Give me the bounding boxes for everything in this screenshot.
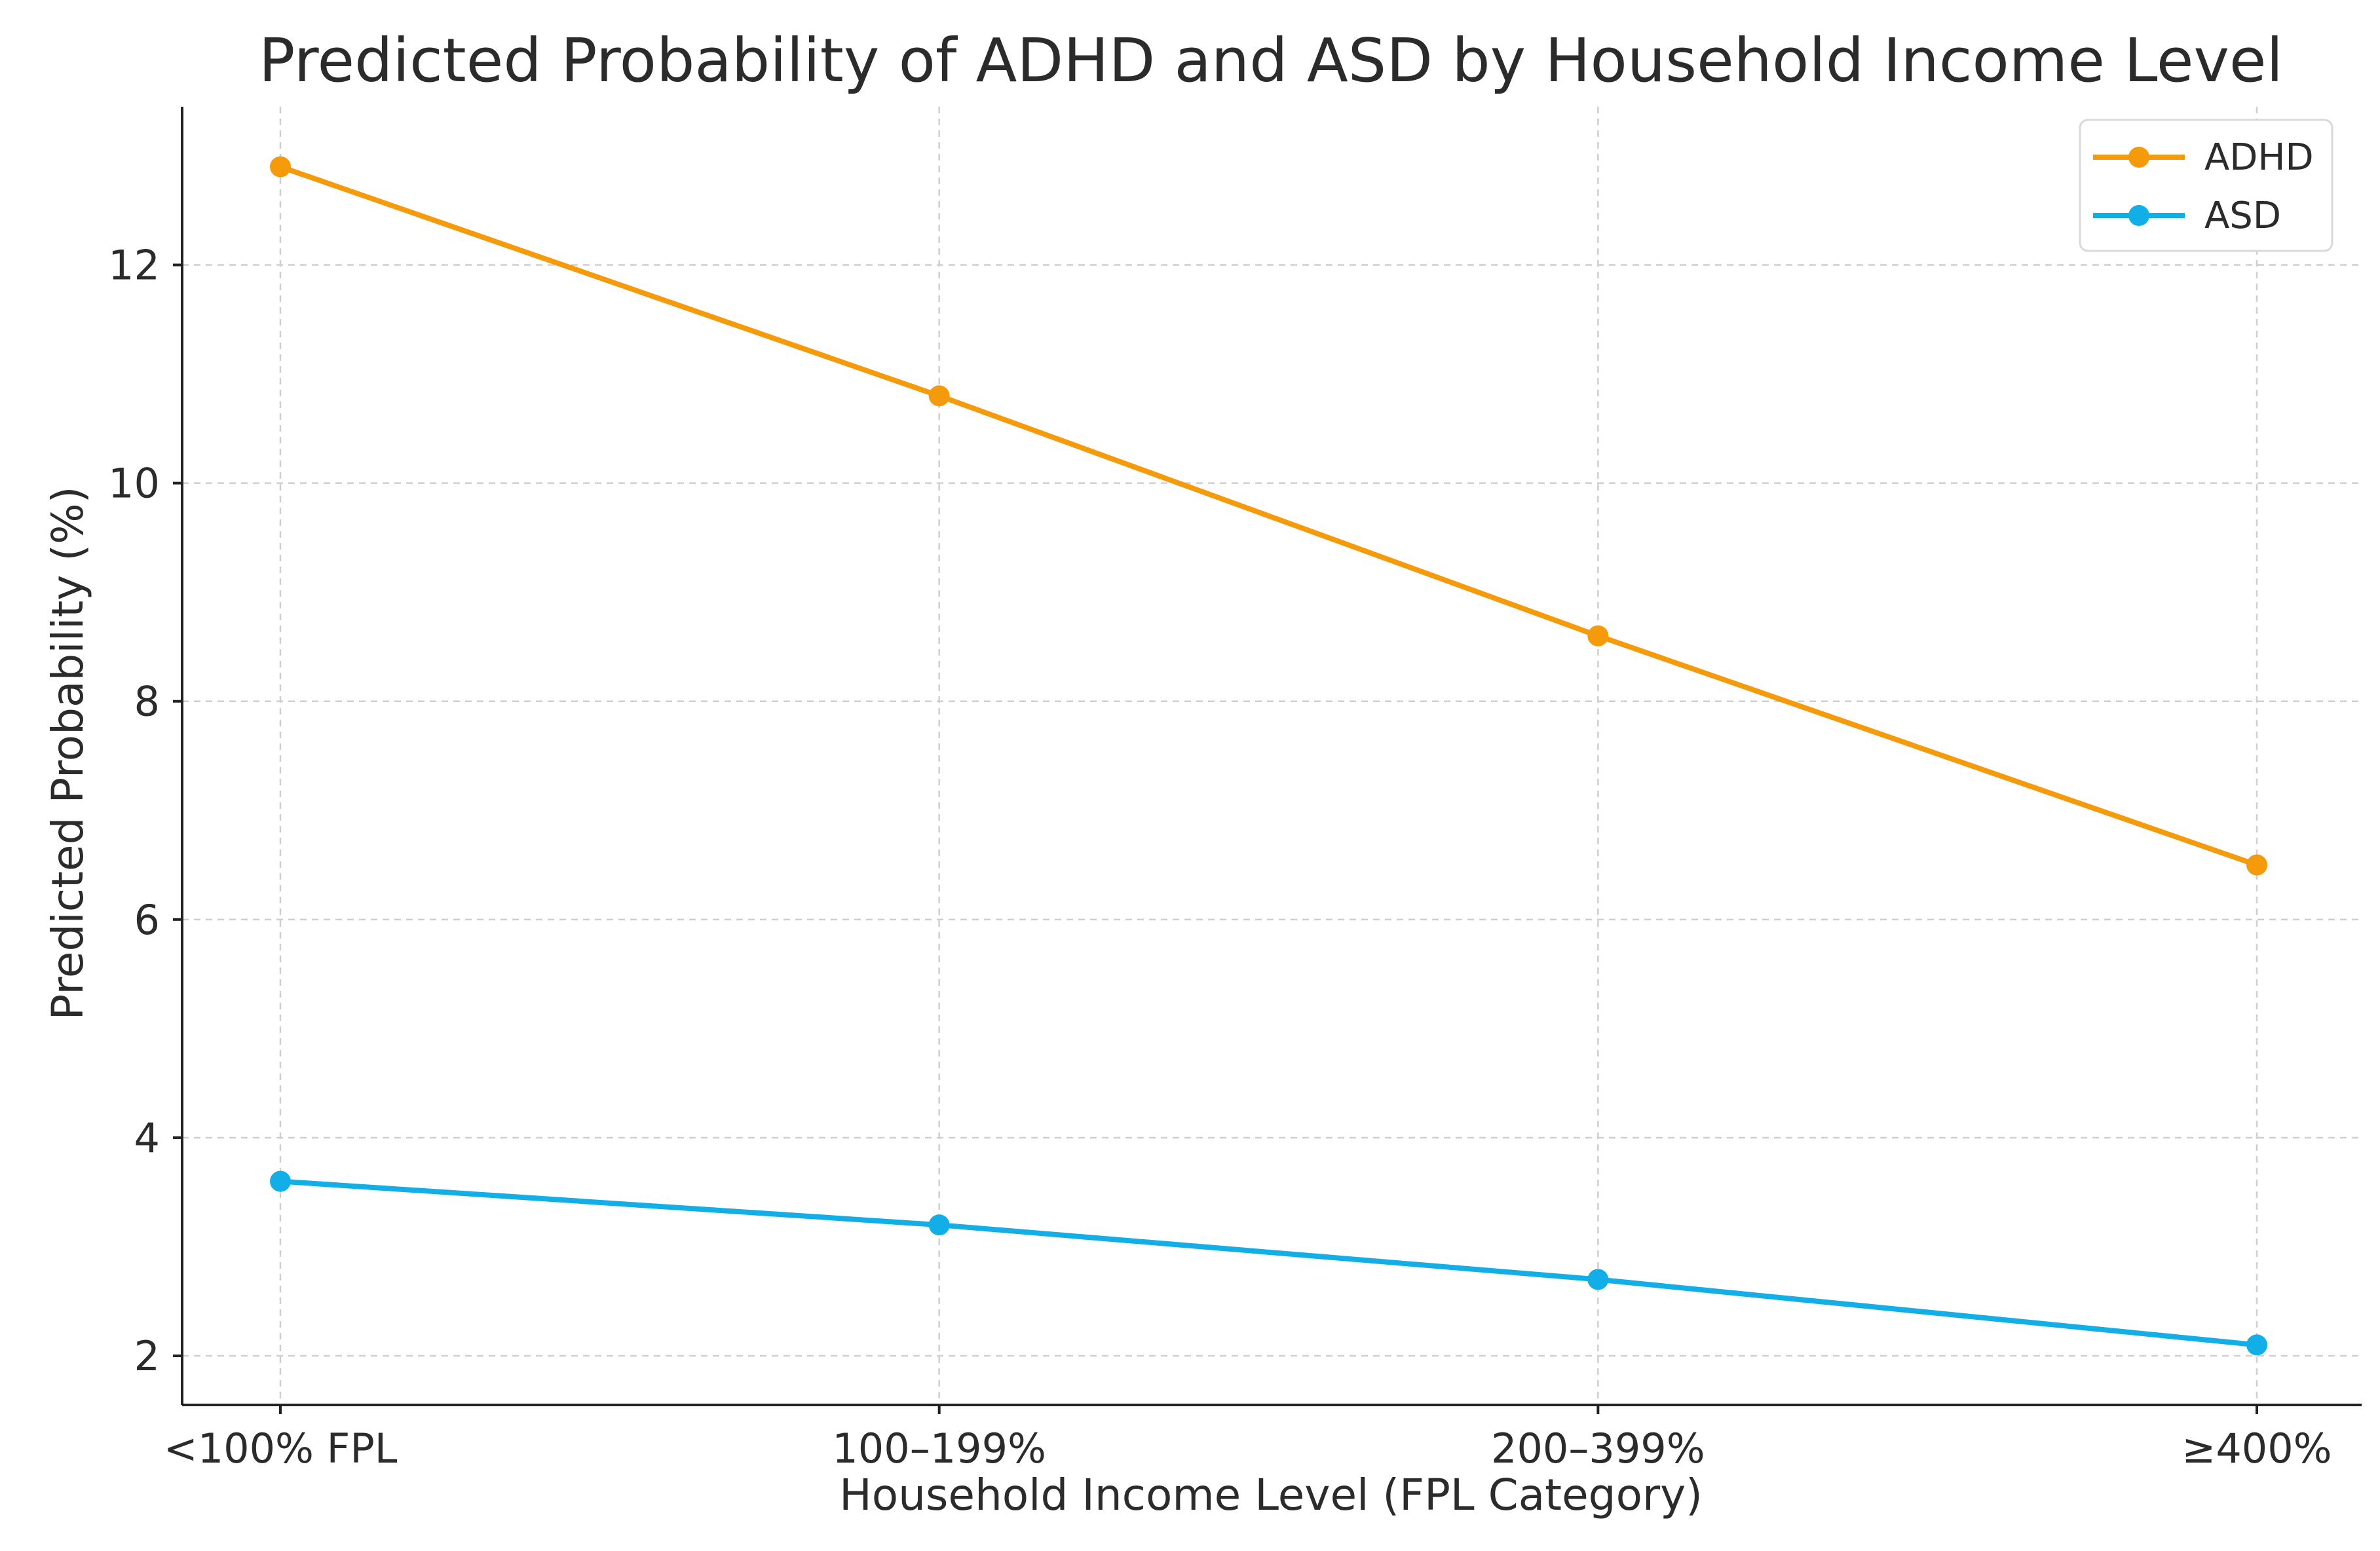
asd-data-point bbox=[270, 1170, 291, 1192]
x-tick-label: ≥400% bbox=[2182, 1425, 2332, 1472]
series-layer bbox=[270, 156, 2267, 1356]
adhd-series-line bbox=[278, 164, 2259, 868]
ticks-layer: 2 4 6 8 10 12 <100% FPL 100–199% 200–399% ≥400% bbox=[108, 242, 2332, 1472]
asd-data-point bbox=[2246, 1334, 2267, 1356]
y-tick-label: 2 bbox=[134, 1332, 160, 1380]
legend-adhd-marker bbox=[2128, 147, 2149, 168]
y-tick-label: 10 bbox=[108, 460, 160, 508]
x-tick-label: 200–399% bbox=[1491, 1425, 1705, 1472]
y-axis-label: Predicted Probability (%) bbox=[43, 487, 93, 1020]
x-axis-label: Household Income Level (FPL Category) bbox=[839, 1470, 1703, 1520]
y-tick-label: 6 bbox=[134, 896, 160, 944]
asd-data-point bbox=[1587, 1269, 1609, 1290]
adhd-data-point bbox=[2246, 854, 2267, 876]
adhd-data-point bbox=[1587, 625, 1609, 646]
chart-title: Predicted Probability of ADHD and ASD by… bbox=[259, 26, 2283, 96]
legend-asd-label: ASD bbox=[2204, 195, 2281, 237]
legend-asd-marker bbox=[2128, 205, 2149, 226]
x-tick-label: <100% FPL bbox=[164, 1425, 398, 1472]
legend-adhd-label: ADHD bbox=[2204, 136, 2314, 179]
y-tick-label: 8 bbox=[134, 678, 160, 726]
legend: ADHD ASD bbox=[2079, 119, 2333, 252]
asd-data-point bbox=[928, 1214, 950, 1236]
asd-series-line bbox=[278, 1178, 2259, 1348]
grid-layer bbox=[182, 107, 2362, 1405]
y-tick-label: 12 bbox=[108, 242, 160, 290]
adhd-data-point bbox=[928, 385, 950, 407]
x-tick-label: 100–199% bbox=[832, 1425, 1046, 1472]
y-tick-label: 4 bbox=[134, 1114, 160, 1162]
adhd-data-point bbox=[270, 156, 291, 178]
axes-layer bbox=[181, 107, 2362, 1406]
